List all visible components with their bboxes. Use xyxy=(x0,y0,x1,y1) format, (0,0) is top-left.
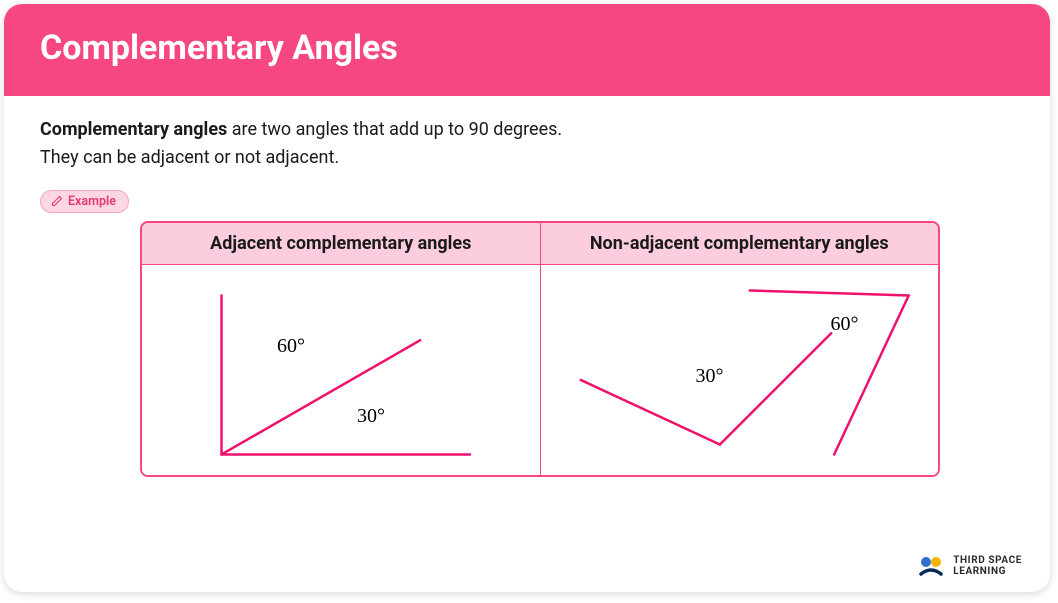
brand-footer: THIRD SPACE LEARNING xyxy=(917,554,1022,578)
example-badge: Example xyxy=(40,190,129,213)
page-title: Complementary Angles xyxy=(40,28,1014,68)
card-header: Complementary Angles xyxy=(4,4,1050,96)
adjacent-angles-diagram xyxy=(142,265,540,475)
lesson-card: Complementary Angles Complementary angle… xyxy=(4,4,1050,592)
comparison-table: Adjacent complementary angles Non-adjace… xyxy=(140,221,940,477)
brand-logo-icon xyxy=(917,554,945,578)
definition-rest: are two angles that add up to 90 degrees… xyxy=(227,119,562,140)
adjacent-diagram-cell: 60°30° xyxy=(142,265,541,475)
card-body: Complementary angles are two angles that… xyxy=(4,96,1050,477)
definition-line2: They can be adjacent or not adjacent. xyxy=(40,147,339,168)
definition-text: Complementary angles are two angles that… xyxy=(40,116,1014,172)
table-body-row: 60°30° 30°60° xyxy=(142,265,938,475)
example-badge-label: Example xyxy=(68,194,116,209)
brand-line2: LEARNING xyxy=(953,566,1022,578)
col1-header: Adjacent complementary angles xyxy=(142,223,541,264)
brand-line1: THIRD SPACE xyxy=(953,555,1022,567)
comparison-table-wrap: Adjacent complementary angles Non-adjace… xyxy=(140,221,940,477)
nonadjacent-angles-diagram xyxy=(541,265,939,475)
brand-text: THIRD SPACE LEARNING xyxy=(953,555,1022,578)
table-header-row: Adjacent complementary angles Non-adjace… xyxy=(142,223,938,265)
col2-header: Non-adjacent complementary angles xyxy=(541,223,939,264)
nonadjacent-diagram-cell: 30°60° xyxy=(541,265,939,475)
pencil-icon xyxy=(51,195,63,207)
definition-term: Complementary angles xyxy=(40,119,227,140)
